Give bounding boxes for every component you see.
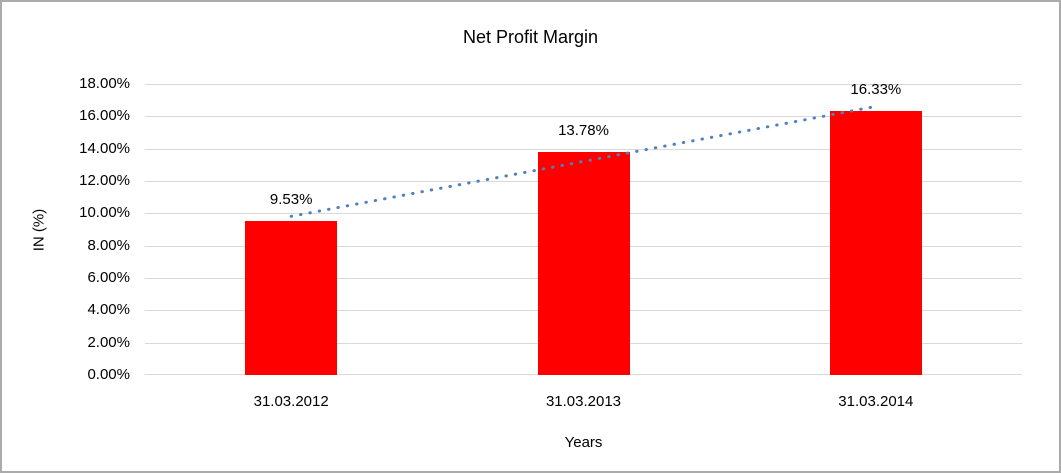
y-tick-label: 10.00%	[79, 204, 130, 222]
y-axis-tick-labels: 0.00% 2.00% 4.00% 6.00% 8.00% 10.00% 12.00% 14.…	[2, 75, 130, 383]
bar-value-label: 9.53%	[269, 190, 313, 208]
y-tick-label: 18.00%	[79, 75, 130, 92]
x-tick-label: 31.03.2013	[545, 393, 622, 410]
bar-31.03.2013	[537, 152, 630, 375]
y-tick-label: 4.00%	[87, 301, 130, 319]
y-tick-label: 0.00%	[87, 366, 130, 383]
y-tick-label: 8.00%	[87, 236, 130, 254]
x-tick-label: 31.03.2012	[253, 393, 329, 410]
y-tick-label: 2.00%	[87, 333, 130, 351]
y-tick-label: 12.00%	[79, 172, 130, 189]
bar-value-label: 16.33%	[850, 81, 902, 98]
bar-31.03.2014	[829, 110, 922, 375]
y-tick-label: 14.00%	[79, 139, 130, 157]
y-tick-label: 6.00%	[87, 269, 130, 286]
gridline	[145, 84, 1022, 85]
x-axis-title: Years	[564, 434, 603, 451]
bar-value-label: 13.78%	[558, 122, 609, 140]
chart-title: Net Profit Margin	[462, 27, 599, 47]
x-tick-label: 31.03.2014	[838, 393, 914, 410]
plot-area: 9.53% 13.78% 16.33%	[145, 81, 1022, 375]
bar-31.03.2012	[245, 220, 338, 375]
y-tick-label: 16.00%	[79, 107, 130, 125]
x-axis-tick-labels: 31.03.2012 31.03.2013 31.03.2014	[145, 393, 1022, 413]
